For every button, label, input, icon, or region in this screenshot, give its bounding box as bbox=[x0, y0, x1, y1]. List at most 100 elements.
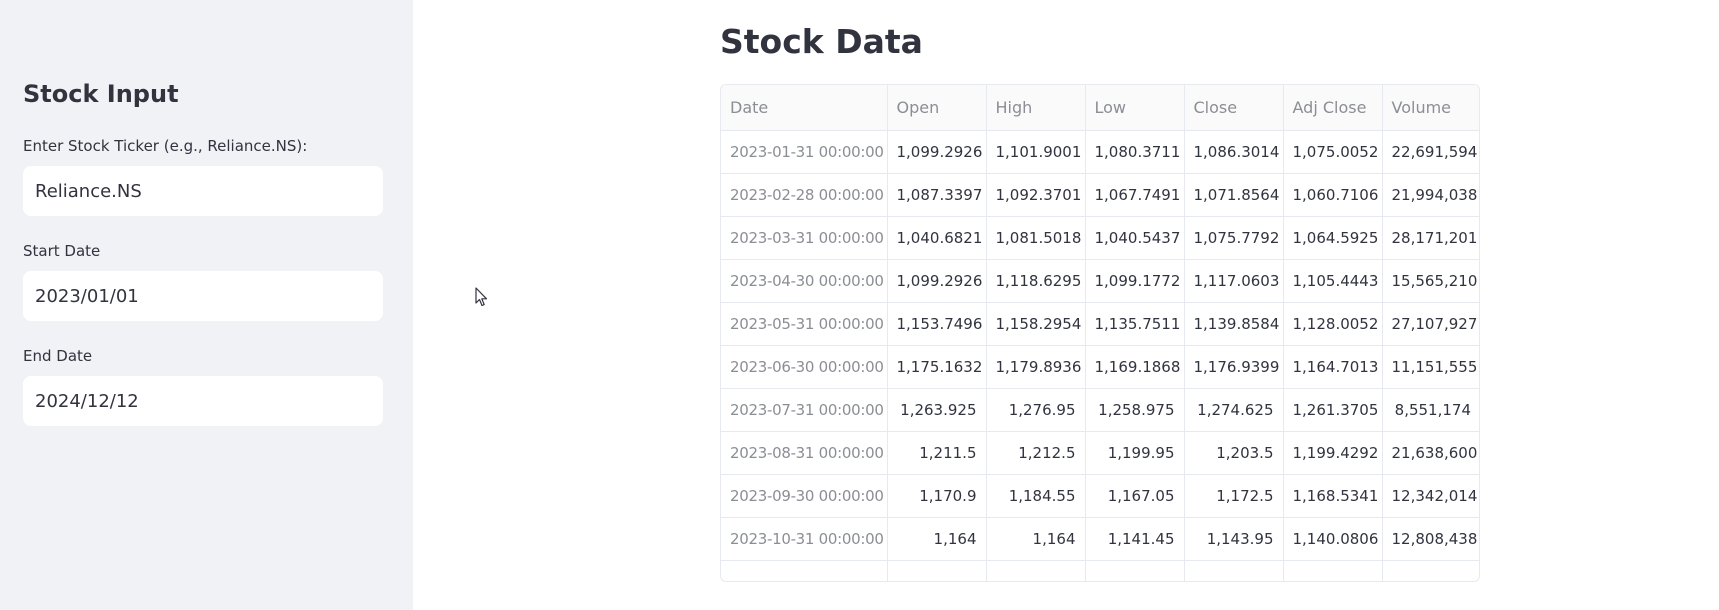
date-cell[interactable]: 2023-02-28 00:00:00 bbox=[721, 173, 888, 217]
value-cell[interactable]: 1,179.8936 bbox=[986, 345, 1086, 389]
value-cell[interactable]: 1,075.7792 bbox=[1184, 216, 1284, 260]
value-cell[interactable]: 1,167.05 bbox=[1085, 474, 1185, 518]
value-cell[interactable]: 1,067.7491 bbox=[1085, 173, 1185, 217]
value-cell[interactable]: 1,164 bbox=[986, 517, 1086, 561]
table-row[interactable]: 2023-09-30 00:00:00 1,170.9 1,184.55 1,167.… bbox=[721, 474, 1479, 518]
value-cell[interactable]: 1,117.0603 bbox=[1184, 259, 1284, 303]
value-cell[interactable]: 1,199.95 bbox=[1085, 431, 1185, 475]
value-cell[interactable] bbox=[1283, 560, 1383, 581]
value-cell[interactable]: 1,184.55 bbox=[986, 474, 1086, 518]
table-row[interactable]: 2023-03-31 00:00:00 1,040.6821 1,081.5018 1… bbox=[721, 216, 1479, 260]
value-cell[interactable]: 1,060.7106 bbox=[1283, 173, 1383, 217]
value-cell[interactable]: 1,212.5 bbox=[986, 431, 1086, 475]
value-cell[interactable]: 1,099.2926 bbox=[887, 259, 987, 303]
date-cell[interactable]: 2023-05-31 00:00:00 bbox=[721, 302, 888, 346]
column-header-date[interactable]: Date bbox=[721, 85, 888, 131]
date-cell[interactable]: 2023-10-31 00:00:00 bbox=[721, 517, 888, 561]
value-cell[interactable]: 1,158.2954 bbox=[986, 302, 1086, 346]
value-cell[interactable]: 1,040.5437 bbox=[1085, 216, 1185, 260]
value-cell[interactable]: 1,274.625 bbox=[1184, 388, 1284, 432]
value-cell[interactable]: 12,808,438 bbox=[1382, 517, 1479, 561]
column-header-high[interactable]: High bbox=[986, 85, 1086, 131]
value-cell[interactable]: 1,064.5925 bbox=[1283, 216, 1383, 260]
value-cell[interactable]: 1,170.9 bbox=[887, 474, 987, 518]
date-cell[interactable]: 2023-07-31 00:00:00 bbox=[721, 388, 888, 432]
column-header-volume[interactable]: Volume bbox=[1382, 85, 1479, 131]
ticker-input[interactable] bbox=[23, 166, 383, 216]
value-cell[interactable]: 1,135.7511 bbox=[1085, 302, 1185, 346]
value-cell[interactable] bbox=[1184, 560, 1284, 581]
value-cell[interactable]: 1,087.3397 bbox=[887, 173, 987, 217]
value-cell[interactable]: 1,164 bbox=[887, 517, 987, 561]
value-cell[interactable]: 1,276.95 bbox=[986, 388, 1086, 432]
value-cell[interactable]: 1,075.0052 bbox=[1283, 130, 1383, 174]
table-row[interactable]: 2023-07-31 00:00:00 1,263.925 1,276.95 1,25… bbox=[721, 388, 1479, 432]
date-cell[interactable]: 2023-03-31 00:00:00 bbox=[721, 216, 888, 260]
value-cell[interactable]: 1,140.0806 bbox=[1283, 517, 1383, 561]
table-row[interactable]: 2023-04-30 00:00:00 1,099.2926 1,118.6295 1… bbox=[721, 259, 1479, 303]
value-cell[interactable]: 1,101.9001 bbox=[986, 130, 1086, 174]
table-row[interactable]: 2023-06-30 00:00:00 1,175.1632 1,179.8936 1… bbox=[721, 345, 1479, 389]
column-header-close[interactable]: Close bbox=[1184, 85, 1284, 131]
value-cell[interactable]: 1,263.925 bbox=[887, 388, 987, 432]
value-cell[interactable]: 1,099.1772 bbox=[1085, 259, 1185, 303]
date-cell[interactable] bbox=[721, 560, 888, 581]
value-cell[interactable] bbox=[986, 560, 1086, 581]
table-row[interactable]: 2023-10-31 00:00:00 1,164 1,164 1,141.45 1,1… bbox=[721, 517, 1479, 561]
table-row[interactable]: 2023-05-31 00:00:00 1,153.7496 1,158.2954 1… bbox=[721, 302, 1479, 346]
value-cell[interactable] bbox=[1085, 560, 1185, 581]
value-cell[interactable]: 8,551,174 bbox=[1382, 388, 1479, 432]
table-row[interactable]: 2023-08-31 00:00:00 1,211.5 1,212.5 1,199.9… bbox=[721, 431, 1479, 475]
table-row[interactable]: 2023-01-31 00:00:00 1,099.2926 1,101.9001 1… bbox=[721, 130, 1479, 174]
value-cell[interactable]: 1,099.2926 bbox=[887, 130, 987, 174]
start-date-input[interactable] bbox=[23, 271, 383, 321]
value-cell[interactable]: 1,143.95 bbox=[1184, 517, 1284, 561]
value-cell[interactable]: 1,169.1868 bbox=[1085, 345, 1185, 389]
value-cell[interactable]: 1,081.5018 bbox=[986, 216, 1086, 260]
table-row[interactable] bbox=[721, 560, 1479, 581]
column-header-open[interactable]: Open bbox=[887, 85, 987, 131]
value-cell[interactable]: 15,565,210 bbox=[1382, 259, 1479, 303]
value-cell[interactable]: 1,175.1632 bbox=[887, 345, 987, 389]
value-cell[interactable]: 1,092.3701 bbox=[986, 173, 1086, 217]
column-header-adj-close[interactable]: Adj Close bbox=[1283, 85, 1383, 131]
value-cell[interactable]: 1,258.975 bbox=[1085, 388, 1185, 432]
value-cell[interactable]: 1,203.5 bbox=[1184, 431, 1284, 475]
value-cell[interactable]: 1,128.0052 bbox=[1283, 302, 1383, 346]
value-cell[interactable]: 1,168.5341 bbox=[1283, 474, 1383, 518]
value-cell[interactable]: 11,151,555 bbox=[1382, 345, 1479, 389]
value-cell[interactable] bbox=[1382, 560, 1479, 581]
date-cell[interactable]: 2023-09-30 00:00:00 bbox=[721, 474, 888, 518]
column-header-low[interactable]: Low bbox=[1085, 85, 1185, 131]
value-cell[interactable]: 1,211.5 bbox=[887, 431, 987, 475]
value-cell[interactable]: 12,342,014 bbox=[1382, 474, 1479, 518]
value-cell[interactable] bbox=[887, 560, 987, 581]
value-cell[interactable]: 1,105.4443 bbox=[1283, 259, 1383, 303]
value-cell[interactable]: 22,691,594 bbox=[1382, 130, 1479, 174]
value-cell[interactable]: 1,164.7013 bbox=[1283, 345, 1383, 389]
value-cell[interactable]: 1,139.8584 bbox=[1184, 302, 1284, 346]
end-date-input[interactable] bbox=[23, 376, 383, 426]
value-cell[interactable]: 28,171,201 bbox=[1382, 216, 1479, 260]
date-cell[interactable]: 2023-04-30 00:00:00 bbox=[721, 259, 888, 303]
value-cell[interactable]: 21,994,038 bbox=[1382, 173, 1479, 217]
value-cell[interactable]: 1,080.3711 bbox=[1085, 130, 1185, 174]
start-date-label: Start Date bbox=[23, 242, 101, 260]
value-cell[interactable]: 1,199.4292 bbox=[1283, 431, 1383, 475]
stock-data-table[interactable]: Date Open High Low Close Adj Close Volume 2023… bbox=[720, 84, 1480, 582]
date-cell[interactable]: 2023-01-31 00:00:00 bbox=[721, 130, 888, 174]
value-cell[interactable]: 27,107,927 bbox=[1382, 302, 1479, 346]
date-cell[interactable]: 2023-06-30 00:00:00 bbox=[721, 345, 888, 389]
value-cell[interactable]: 21,638,600 bbox=[1382, 431, 1479, 475]
date-cell[interactable]: 2023-08-31 00:00:00 bbox=[721, 431, 888, 475]
value-cell[interactable]: 1,172.5 bbox=[1184, 474, 1284, 518]
value-cell[interactable]: 1,176.9399 bbox=[1184, 345, 1284, 389]
value-cell[interactable]: 1,071.8564 bbox=[1184, 173, 1284, 217]
value-cell[interactable]: 1,153.7496 bbox=[887, 302, 987, 346]
value-cell[interactable]: 1,040.6821 bbox=[887, 216, 987, 260]
value-cell[interactable]: 1,118.6295 bbox=[986, 259, 1086, 303]
table-row[interactable]: 2023-02-28 00:00:00 1,087.3397 1,092.3701 1… bbox=[721, 173, 1479, 217]
value-cell[interactable]: 1,086.3014 bbox=[1184, 130, 1284, 174]
value-cell[interactable]: 1,261.3705 bbox=[1283, 388, 1383, 432]
value-cell[interactable]: 1,141.45 bbox=[1085, 517, 1185, 561]
